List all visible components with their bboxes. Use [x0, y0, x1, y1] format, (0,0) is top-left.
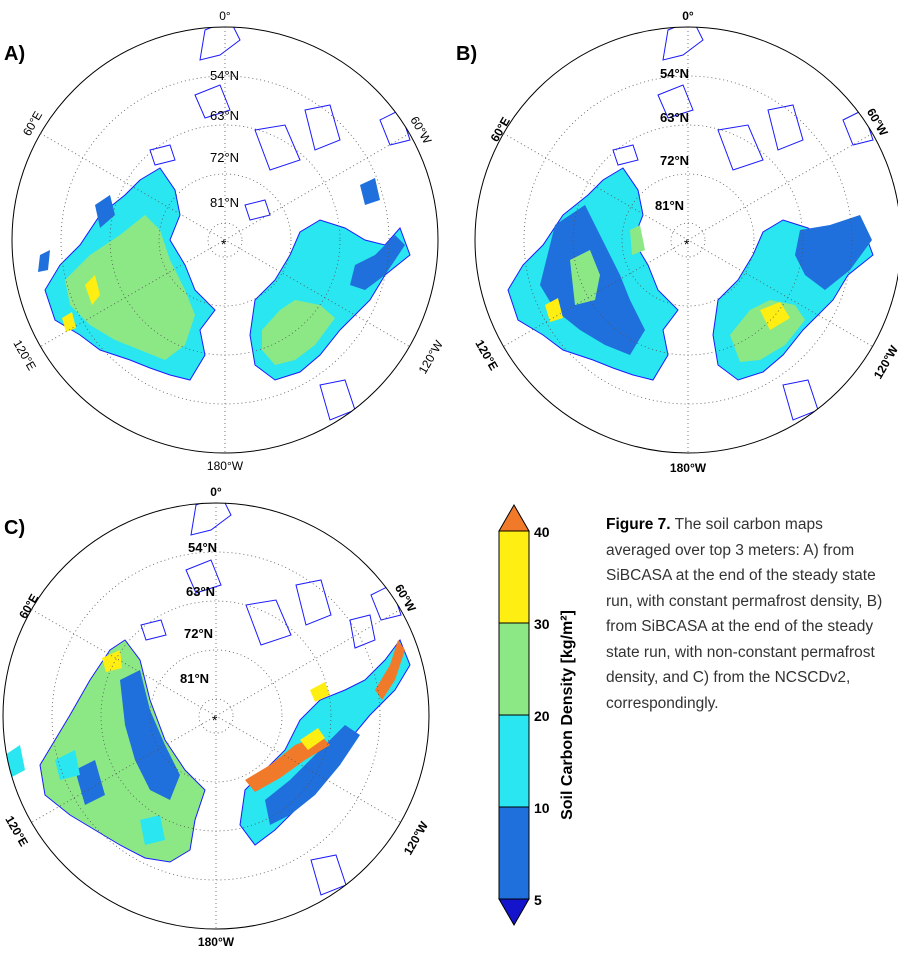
- panel-c-lat-63: 63°N: [186, 584, 215, 599]
- panel-c-lat-72: 72°N: [184, 626, 213, 641]
- panel-b-lat-54: 54°N: [660, 66, 689, 81]
- panel-a-label: A): [4, 43, 25, 65]
- colorbar-tick-40: 40: [534, 524, 550, 540]
- north-america-high-spots: [300, 682, 330, 750]
- panel-c: C) 0° 180°W 60°E 60°W 120°E 120°W 5: [2, 485, 431, 949]
- colorbar-tick-20: 20: [534, 708, 550, 724]
- panel-a-lat-72: 72°N: [210, 150, 239, 165]
- panel-b: B) 0° 180°W 60°E 60°W 120°E 120°W 5: [456, 9, 898, 475]
- panel-a-lat-63: 63°N: [210, 108, 239, 123]
- colorbar-tick-5: 5: [534, 892, 542, 908]
- panel-b-meridian-lower-left: 120°E: [472, 337, 501, 372]
- panel-b-meridian-top: 0°: [682, 9, 694, 23]
- panel-b-map: [507, 27, 874, 421]
- panel-b-lat-72: 72°N: [660, 153, 689, 168]
- panel-a-graticule: [40, 27, 410, 453]
- arctic-islands-outline: [149, 27, 411, 421]
- panel-a-lat-54: 54°N: [210, 68, 239, 83]
- eurasia-cyan-patches: [5, 745, 165, 845]
- panel-b-meridian-bottom: 180°W: [670, 461, 707, 475]
- panel-c-meridian-upper-left: 60°E: [16, 592, 41, 622]
- colorbar-segment-30-40: [498, 530, 530, 624]
- colorbar-segment-5-10: [498, 806, 530, 900]
- eurasia-high-spots: [102, 650, 122, 672]
- colorbar-segment-10-20: [498, 714, 530, 808]
- panel-b-meridian-lower-right: 120°W: [871, 342, 898, 381]
- north-america-coastal-strip: [350, 178, 405, 290]
- panel-b-label: B): [456, 43, 477, 65]
- panel-c-meridian-upper-right: 60°W: [392, 582, 419, 615]
- panel-a-meridian-upper-right: 60°W: [407, 114, 434, 147]
- north-america-low-band: [265, 725, 360, 825]
- eurasia-high-spots: [62, 275, 100, 332]
- panel-a-meridian-top: 0°: [219, 9, 231, 23]
- panel-c-meridian-bottom: 180°W: [198, 935, 235, 949]
- panel-a-meridian-bottom: 180°W: [207, 459, 244, 473]
- colorbar: 40 30 20 10 5 Soil Carbon Density [kg/m²…: [498, 503, 576, 927]
- panel-c-pole-marker: *: [212, 712, 218, 728]
- panel-c-meridian-lower-right: 120°W: [401, 818, 432, 857]
- panel-b-graticule: [503, 27, 873, 453]
- eurasia-low-band: [75, 670, 180, 805]
- panel-b-lat-81: 81°N: [655, 198, 684, 213]
- colorbar-tick-10: 10: [534, 800, 550, 816]
- panel-c-map: [5, 503, 411, 896]
- eurasia-mid-band: [570, 225, 645, 305]
- north-america-low-band: [795, 215, 872, 290]
- panel-b-pole-marker: *: [684, 236, 690, 252]
- panel-a-pole-marker: *: [221, 236, 227, 252]
- panel-b-lat-63: 63°N: [660, 110, 689, 125]
- panel-a-lat-81: 81°N: [210, 195, 239, 210]
- caption-text: The soil carbon maps averaged over top 3…: [606, 516, 883, 712]
- panel-c-meridian-top: 0°: [210, 485, 222, 499]
- panel-b-meridian-upper-right: 60°W: [864, 106, 891, 139]
- figure-caption: Figure 7. The soil carbon maps averaged …: [606, 512, 891, 716]
- panel-c-graticule: [31, 503, 401, 929]
- eurasia-coastal-strip: [38, 195, 115, 272]
- panel-a-meridian-lower-left: 120°E: [10, 337, 39, 372]
- panel-c-lat-54: 54°N: [188, 540, 217, 555]
- panel-a: A) 0° 180°W 60°E 60°W 120°E: [4, 9, 446, 473]
- panel-c-meridian-lower-left: 120°E: [2, 813, 31, 848]
- colorbar-label: Soil Carbon Density [kg/m²]: [559, 610, 576, 820]
- eurasia-high-spots: [545, 298, 563, 322]
- colorbar-tick-30: 30: [534, 616, 550, 632]
- north-america-orange-band: [245, 640, 405, 792]
- colorbar-under-triangle: [498, 898, 530, 927]
- panel-c-label: C): [4, 517, 25, 539]
- eurasia-mid-band: [65, 215, 195, 360]
- panel-c-lat-81: 81°N: [180, 671, 209, 686]
- arctic-islands-outline: [612, 27, 874, 421]
- north-america-mid-band: [262, 300, 335, 365]
- colorbar-segment-20-30: [498, 622, 530, 716]
- panel-a-meridian-lower-right: 120°W: [416, 337, 447, 376]
- eurasia-carbon-field: [39, 639, 206, 863]
- colorbar-over-triangle: [498, 503, 530, 532]
- panel-a-map: [38, 27, 411, 421]
- caption-figure-number: Figure 7.: [606, 516, 671, 533]
- panel-b-meridian-upper-left: 60°E: [488, 115, 513, 145]
